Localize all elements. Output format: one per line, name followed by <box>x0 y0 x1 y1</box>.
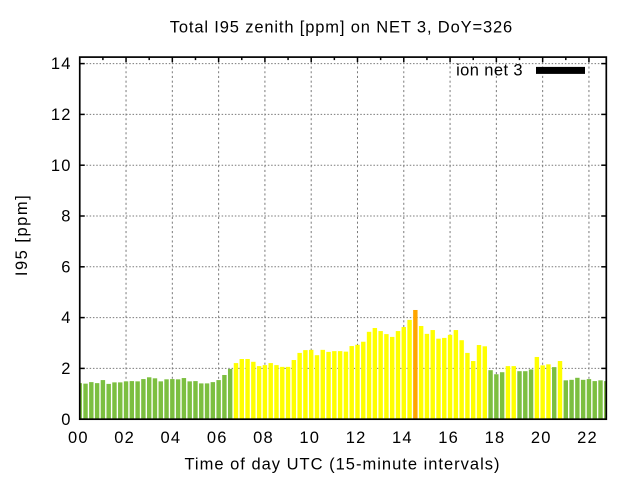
svg-text:14: 14 <box>51 55 72 73</box>
svg-text:Total I95 zenith [ppm] on NET: Total I95 zenith [ppm] on NET 3, DoY=326 <box>170 19 513 37</box>
svg-text:10: 10 <box>51 157 72 175</box>
svg-text:12: 12 <box>51 106 72 124</box>
svg-text:00: 00 <box>68 429 89 447</box>
svg-text:10: 10 <box>299 429 320 447</box>
svg-text:Time of day UTC (15-minute int: Time of day UTC (15-minute intervals) <box>184 456 500 474</box>
svg-text:I95 [ppm]: I95 [ppm] <box>13 194 31 276</box>
svg-text:06: 06 <box>207 429 228 447</box>
svg-text:0: 0 <box>61 411 71 429</box>
svg-text:4: 4 <box>61 309 71 327</box>
svg-text:20: 20 <box>531 429 552 447</box>
svg-text:16: 16 <box>438 429 459 447</box>
svg-text:14: 14 <box>392 429 413 447</box>
svg-text:ion net 3: ion net 3 <box>456 62 523 80</box>
svg-text:08: 08 <box>253 429 274 447</box>
svg-text:18: 18 <box>485 429 506 447</box>
svg-text:04: 04 <box>161 429 182 447</box>
svg-text:02: 02 <box>114 429 135 447</box>
svg-text:22: 22 <box>577 429 598 447</box>
svg-text:12: 12 <box>346 429 367 447</box>
svg-text:8: 8 <box>61 208 71 226</box>
svg-text:2: 2 <box>61 360 71 378</box>
svg-text:6: 6 <box>61 258 71 276</box>
